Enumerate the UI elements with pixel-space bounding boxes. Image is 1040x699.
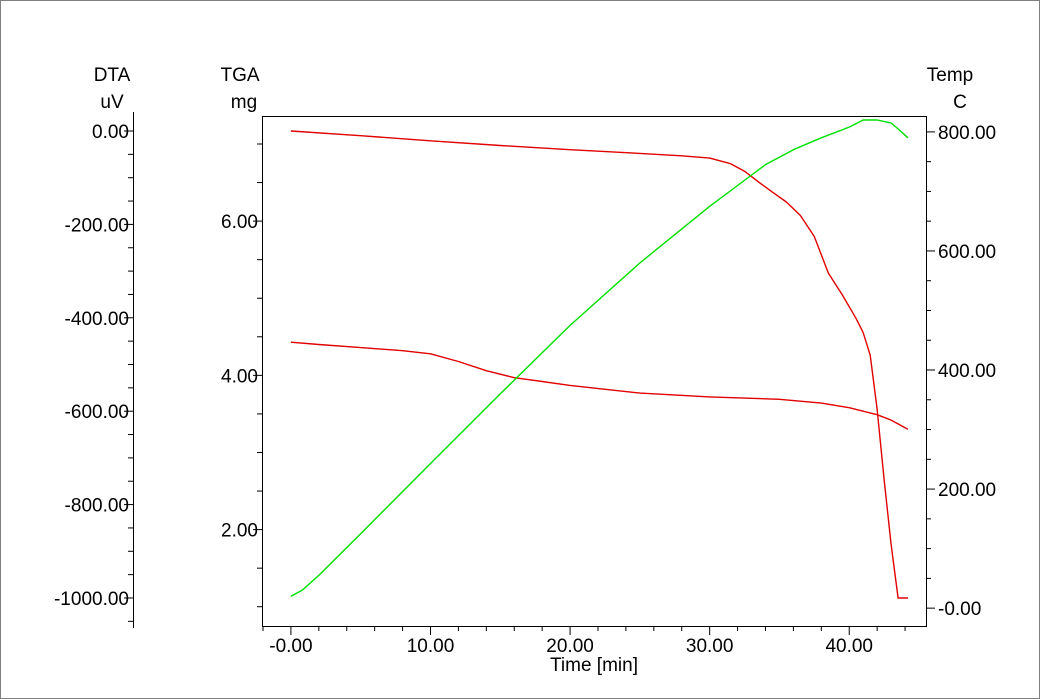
tga-axis-title: TGA [220,65,259,86]
x-tick-label: -0.00 [269,636,312,657]
tga-tick-label: 4.00 [221,366,258,387]
temp-tick-label: 200.00 [938,480,996,501]
dta-tick-label: -400.00 [65,309,129,330]
dta-axis-title: DTA [94,65,131,86]
temp-axis-title: Temp [927,65,973,86]
dta-series-line [290,130,908,599]
dta-tick-label: -1000.00 [54,589,129,610]
temp-tick-label: 400.00 [938,361,996,382]
temp-axis-unit: C [953,92,967,113]
x-tick-label: 40.00 [825,636,873,657]
temp-series-line [290,119,909,597]
x-tick-label: 30.00 [686,636,734,657]
temp-tick-label: 600.00 [938,242,996,263]
tga-tick-label: 6.00 [221,212,258,233]
dta-tick-label: -200.00 [65,215,129,236]
plot-area-frame [262,116,927,627]
dta-axis-ticks: 0.00 -200.00 -400.00 -600.00 -800.00 -1000.00 [54,122,133,622]
dta-tick-label: -600.00 [65,402,129,423]
x-tick-label: 10.00 [407,636,455,657]
dta-tick-label: -800.00 [65,496,129,517]
temp-tick-label: 800.00 [938,123,996,144]
dta-tick-label: 0.00 [92,122,129,143]
tga-tick-label: 2.00 [221,521,258,542]
tga-axis-unit: mg [231,92,257,113]
x-axis-title: Time [min] [550,655,638,676]
temp-axis-ticks: -0.00 200.00 400.00 600.00 800.00 [926,123,996,620]
tga-series-line [290,341,909,430]
x-tick-label: 20.00 [546,636,594,657]
temp-tick-label: -0.00 [938,599,981,620]
series-layer [290,119,909,599]
tga-axis-ticks: 2.00 4.00 6.00 [221,143,262,608]
x-axis-ticks: -0.00 10.00 20.00 30.00 40.00 [262,626,906,657]
dta-axis-unit: uV [100,92,124,113]
